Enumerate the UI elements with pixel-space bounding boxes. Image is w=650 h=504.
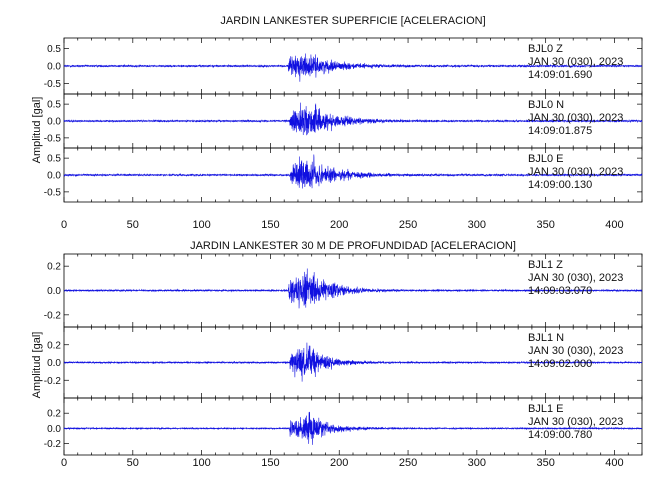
y-tick-label: 0.0 — [47, 286, 61, 297]
x-tick-label: 150 — [261, 457, 279, 469]
waveform-trace — [63, 154, 643, 189]
y-tick-label: 0.2 — [47, 340, 61, 351]
trace-start-time: 14:09:00.130 — [528, 179, 592, 191]
x-tick-label: 200 — [330, 219, 348, 231]
trace-start-time: 14:09:02.000 — [528, 358, 592, 370]
trace-start-time: 14:09:01.690 — [528, 69, 592, 81]
y-tick-label: 0.5 — [47, 44, 61, 55]
trace-date: JAN 30 (030), 2023 — [528, 345, 623, 357]
x-tick-label: 350 — [536, 219, 554, 231]
x-tick-label: 0 — [61, 457, 67, 469]
waveform-trace — [63, 53, 643, 82]
waveform-trace — [63, 342, 643, 382]
waveform-trace — [63, 102, 643, 136]
trace-date: JAN 30 (030), 2023 — [528, 56, 623, 68]
y-tick-label: 0.5 — [47, 154, 61, 165]
x-tick-label: 400 — [605, 219, 623, 231]
y-tick-label: -0.5 — [44, 79, 62, 90]
y-tick-label: -0.5 — [44, 133, 62, 144]
trace-start-time: 14:09:03.070 — [528, 285, 592, 297]
station-label: BJL1 E — [528, 403, 563, 415]
trace-date: JAN 30 (030), 2023 — [528, 416, 623, 428]
x-tick-label: 100 — [192, 457, 210, 469]
x-tick-label: 50 — [127, 219, 139, 231]
chart-group: JARDIN LANKESTER 30 M DE PROFUNDIDAD [AC… — [31, 240, 643, 469]
y-tick-label: 0.2 — [47, 262, 61, 273]
y-tick-label: -0.2 — [44, 310, 62, 321]
y-tick-label: 0.0 — [47, 358, 61, 369]
trace-date: JAN 30 (030), 2023 — [528, 112, 623, 124]
station-label: BJL1 N — [528, 332, 564, 344]
y-tick-label: -0.2 — [44, 376, 62, 387]
x-tick-label: 250 — [399, 457, 417, 469]
x-tick-label: 300 — [468, 457, 486, 469]
y-tick-label: 0.0 — [47, 424, 61, 435]
y-tick-label: -0.5 — [44, 187, 62, 198]
trace-start-time: 14:09:01.875 — [528, 125, 592, 137]
station-label: BJL0 Z — [528, 43, 563, 55]
trace-start-time: 14:09:00.780 — [528, 429, 592, 441]
y-tick-label: 0.5 — [47, 100, 61, 111]
x-tick-label: 0 — [61, 219, 67, 231]
y-tick-label: 0.0 — [47, 117, 61, 128]
waveform-trace — [63, 268, 643, 309]
station-label: BJL1 Z — [528, 259, 563, 271]
x-tick-label: 50 — [127, 457, 139, 469]
x-tick-label: 300 — [468, 219, 486, 231]
trace-date: JAN 30 (030), 2023 — [528, 166, 623, 178]
station-label: BJL0 N — [528, 99, 564, 111]
station-label: BJL0 E — [528, 153, 563, 165]
x-tick-label: 200 — [330, 457, 348, 469]
y-tick-label: -0.2 — [44, 439, 62, 450]
y-tick-label: 0.0 — [47, 62, 61, 73]
y-axis-label: Amplitud [gal] — [31, 332, 43, 399]
x-tick-label: 250 — [399, 219, 417, 231]
y-axis-label: Amplitud [gal] — [31, 97, 43, 164]
x-tick-label: 400 — [605, 457, 623, 469]
chart-group: JARDIN LANKESTER SUPERFICIE [ACELERACION… — [31, 15, 643, 231]
chart-title: JARDIN LANKESTER SUPERFICIE [ACELERACION… — [220, 15, 485, 27]
y-tick-label: 0.0 — [47, 171, 61, 182]
x-tick-label: 100 — [192, 219, 210, 231]
trace-date: JAN 30 (030), 2023 — [528, 272, 623, 284]
x-tick-label: 150 — [261, 219, 279, 231]
chart-title: JARDIN LANKESTER 30 M DE PROFUNDIDAD [AC… — [190, 240, 516, 252]
y-tick-label: 0.2 — [47, 409, 61, 420]
x-tick-label: 350 — [536, 457, 554, 469]
waveform-trace — [63, 411, 643, 445]
